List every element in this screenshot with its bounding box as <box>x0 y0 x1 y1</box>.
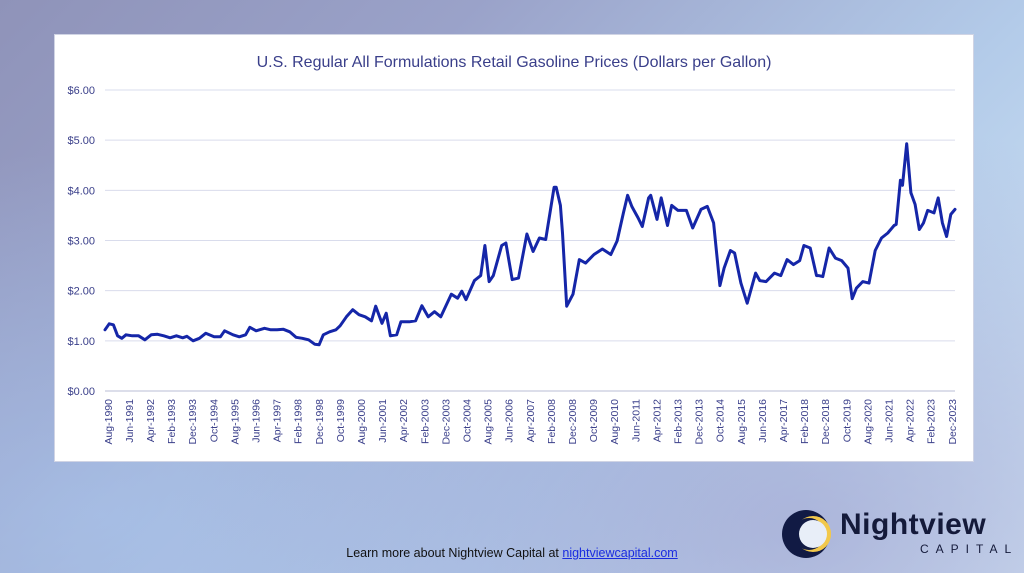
x-tick-label: Feb-2018 <box>799 399 811 444</box>
x-tick-label: Oct-2019 <box>841 399 853 442</box>
x-tick-label: Jun-1996 <box>250 399 262 443</box>
x-tick-label: Dec-2013 <box>694 399 706 445</box>
x-tick-label: Oct-2009 <box>588 399 600 442</box>
footer-text: Learn more about Nightview Capital at <box>346 546 563 560</box>
y-tick-label: $0.00 <box>67 386 95 398</box>
y-tick-label: $4.00 <box>67 185 95 197</box>
x-tick-label: Aug-2015 <box>736 399 748 445</box>
y-tick-label: $5.00 <box>67 135 95 147</box>
x-tick-label: Feb-2003 <box>419 399 431 444</box>
x-tick-label: Aug-1990 <box>103 399 115 445</box>
x-tick-label: Jun-2016 <box>757 399 769 443</box>
x-tick-label: Feb-2023 <box>926 399 938 444</box>
x-axis-ticks: Aug-1990 Jun-1991 Apr-1992 Feb-1993 Dec-1993… <box>103 399 959 445</box>
x-tick-label: Apr-1997 <box>272 399 284 442</box>
x-tick-label: Aug-2000 <box>356 399 368 445</box>
x-tick-label: Oct-2004 <box>461 399 473 442</box>
chart-card: U.S. Regular All Formulations Retail Gas… <box>54 34 974 462</box>
x-tick-label: Apr-2017 <box>778 399 790 442</box>
x-tick-label: Aug-2005 <box>483 399 495 445</box>
x-tick-label: Oct-1994 <box>208 399 220 442</box>
footer-link[interactable]: nightviewcapital.com <box>562 546 678 560</box>
x-tick-label: Jun-1991 <box>124 399 136 443</box>
x-tick-label: Apr-2022 <box>905 399 917 442</box>
x-tick-label: Apr-1992 <box>145 399 157 442</box>
x-tick-label: Feb-2013 <box>672 399 684 444</box>
x-tick-label: Dec-2023 <box>947 399 959 445</box>
x-tick-label: Feb-1993 <box>166 399 178 444</box>
x-tick-label: Jun-2006 <box>504 399 516 443</box>
x-tick-label: Feb-2008 <box>546 399 558 444</box>
x-tick-label: Oct-1999 <box>335 399 347 442</box>
x-tick-label: Oct-2014 <box>715 399 727 442</box>
x-tick-label: Dec-2008 <box>567 399 579 445</box>
y-tick-label: $3.00 <box>67 236 95 248</box>
chart-title: U.S. Regular All Formulations Retail Gas… <box>257 54 772 71</box>
x-tick-label: Aug-2010 <box>609 399 621 445</box>
gridlines <box>105 89 955 392</box>
y-axis-ticks: $0.00 $1.00 $2.00 $3.00 $4.00 $5.00 $6.00 <box>67 85 95 398</box>
x-tick-label: Jun-2011 <box>630 399 642 442</box>
x-tick-label: Dec-1998 <box>314 399 326 445</box>
logo-wordmark: Nightview <box>840 508 987 541</box>
x-tick-label: Aug-1995 <box>229 399 241 445</box>
footer: Learn more about Nightview Capital at ni… <box>0 546 1024 560</box>
x-tick-label: Feb-1998 <box>293 399 305 444</box>
x-tick-label: Apr-2007 <box>525 399 537 442</box>
y-tick-label: $2.00 <box>67 286 95 298</box>
x-tick-label: Aug-2020 <box>862 399 874 445</box>
gasoline-price-chart: U.S. Regular All Formulations Retail Gas… <box>67 54 959 445</box>
logo-subtitle: CAPITAL <box>920 542 1019 556</box>
moon-logo-icon <box>782 510 831 558</box>
x-tick-label: Dec-2018 <box>820 399 832 445</box>
x-tick-label: Dec-1993 <box>187 399 199 445</box>
x-tick-label: Apr-2012 <box>651 399 663 442</box>
price-series-line <box>103 142 957 347</box>
nightview-logo: Nightview CAPITAL <box>778 504 1018 564</box>
x-tick-label: Apr-2002 <box>398 399 410 442</box>
y-tick-label: $6.00 <box>67 85 95 97</box>
x-tick-label: Jun-2001 <box>377 399 389 443</box>
y-tick-label: $1.00 <box>67 336 95 348</box>
x-tick-label: Dec-2003 <box>440 399 452 445</box>
x-tick-label: Jun-2021 <box>883 399 895 443</box>
